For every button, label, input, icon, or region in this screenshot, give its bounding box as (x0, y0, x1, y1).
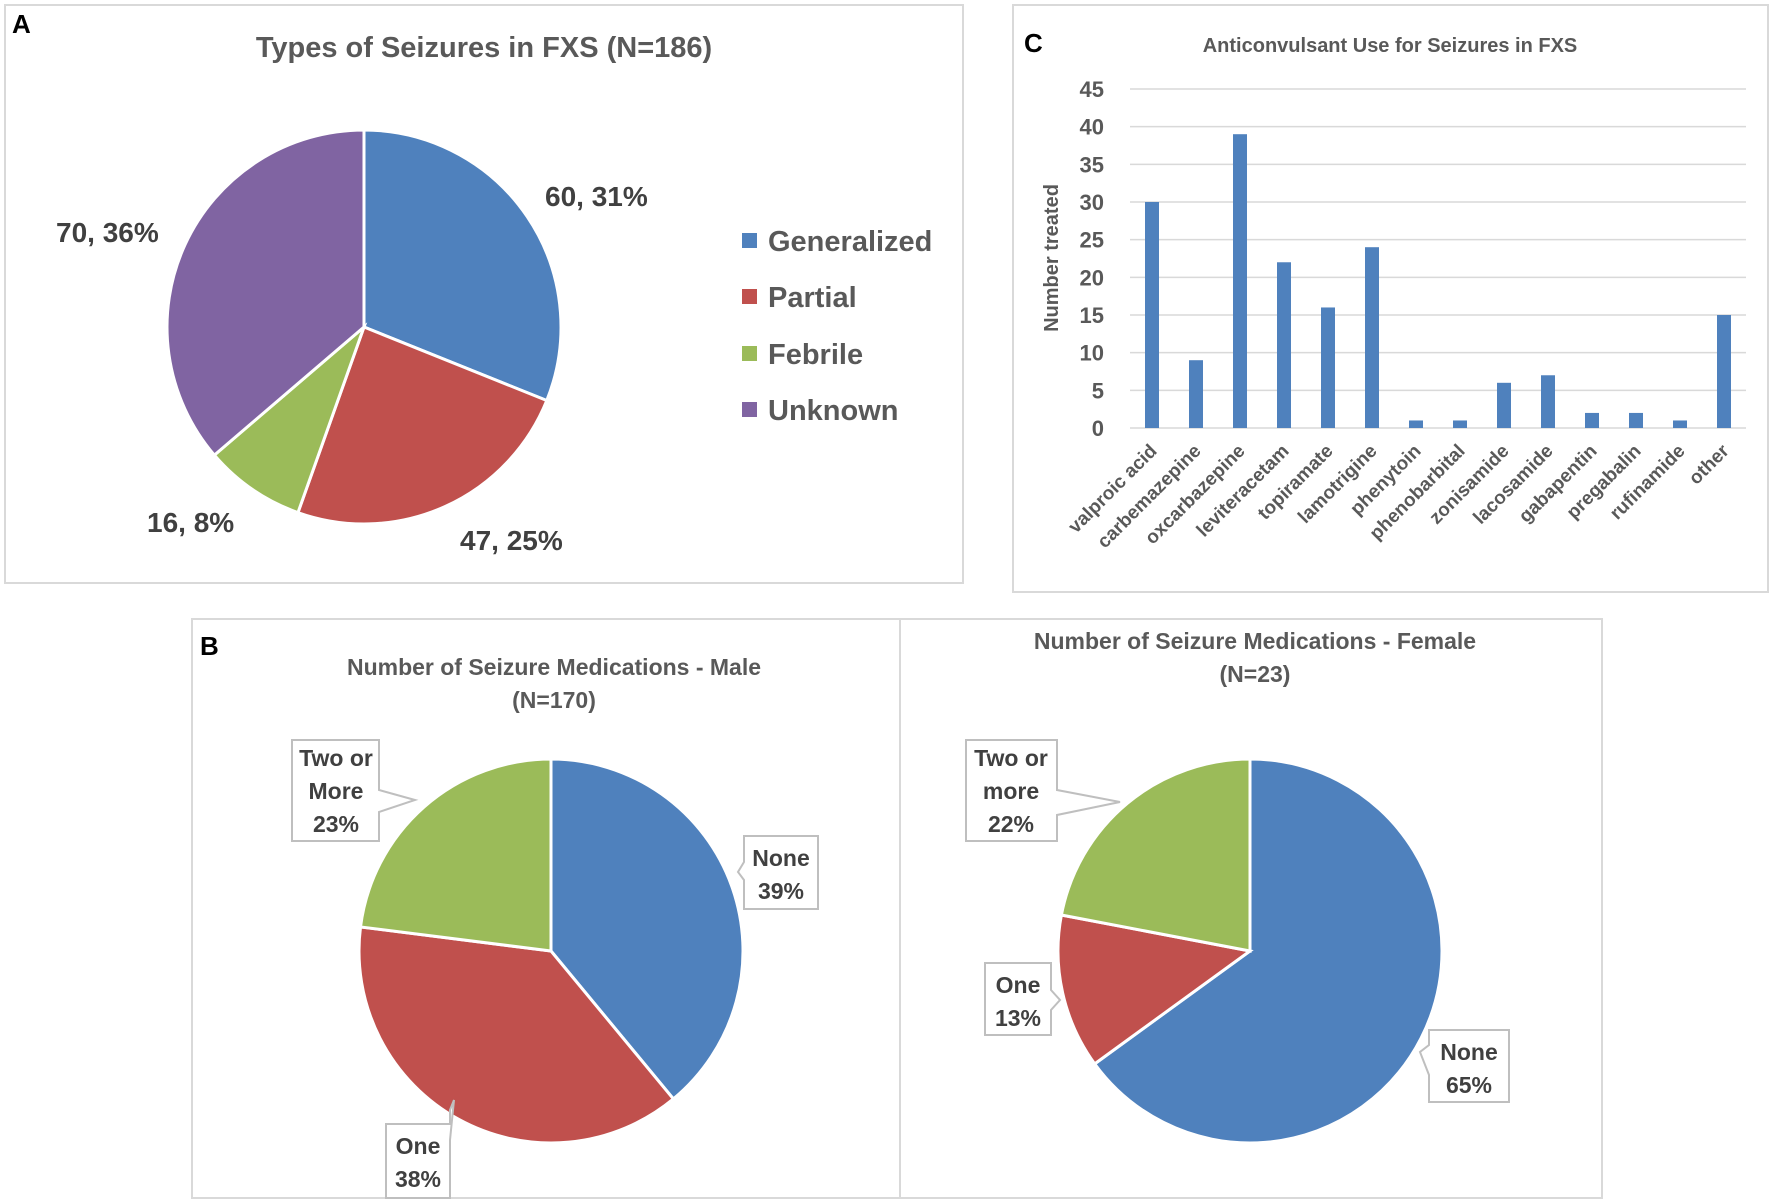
bar-lamotrigine (1365, 247, 1379, 428)
svg-text:None: None (1440, 1039, 1498, 1065)
legend-swatch-febrile (742, 346, 757, 361)
y-tick-label: 40 (1080, 115, 1104, 140)
chart-subtitle-female: (N=23) (1220, 661, 1291, 687)
data-label-unknown: 70, 36% (56, 217, 159, 248)
bar-rufinamide (1673, 420, 1687, 428)
data-label-partial: 47, 25% (460, 525, 563, 556)
legend-swatch-unknown (742, 402, 757, 417)
y-tick-label: 10 (1080, 341, 1104, 366)
bar-valproic-acid (1145, 202, 1159, 428)
svg-text:More: More (309, 778, 364, 804)
pie-female-medications (1056, 757, 1444, 1145)
bar-pregabalin (1629, 412, 1643, 428)
chart-title-c: Anticonvulsant Use for Seizures in FXS (1203, 35, 1578, 57)
svg-text:13%: 13% (995, 1005, 1041, 1031)
svg-text:One: One (996, 972, 1041, 998)
data-label-generalized: 60, 31% (545, 181, 648, 212)
svg-text:None: None (752, 845, 810, 871)
pie-slice-one (357, 925, 676, 1145)
legend-label-generalized: Generalized (768, 226, 932, 258)
y-tick-label: 30 (1080, 190, 1104, 215)
data-label-febrile: 16, 8% (147, 507, 234, 538)
bar-lacosamide (1541, 375, 1555, 428)
y-tick-label: 45 (1080, 77, 1104, 102)
bar-phenobarbital (1453, 420, 1467, 428)
svg-text:Two or: Two or (299, 745, 373, 771)
legend-label-partial: Partial (768, 282, 857, 314)
svg-text:22%: 22% (988, 811, 1034, 837)
svg-text:Two or: Two or (974, 745, 1048, 771)
panel-c: C Anticonvulsant Use for Seizures in FXS… (1012, 4, 1769, 593)
bar-other (1717, 315, 1731, 428)
legend-swatch-partial (742, 289, 757, 304)
y-tick-label: 25 (1080, 228, 1104, 253)
pie-slice-two-or-more (358, 757, 553, 953)
legend-swatch-generalized (742, 233, 757, 248)
svg-text:38%: 38% (395, 1166, 441, 1192)
pie-slice-partial (296, 325, 549, 526)
chart-title-a: Types of Seizures in FXS (N=186) (256, 32, 712, 64)
pie-slice-none (549, 757, 745, 1102)
legend: Generalized Partial Febrile Unknown (742, 226, 932, 427)
y-tick-label: 20 (1080, 265, 1104, 290)
y-tick-label: 0 (1092, 416, 1104, 441)
callout-female-none: None 65% (1418, 1029, 1510, 1103)
callout-male-one: One 38% (385, 1099, 455, 1199)
pie-slice-none (1092, 757, 1444, 1145)
svg-text:39%: 39% (758, 878, 804, 904)
pie-slice-unknown (165, 128, 366, 458)
bar-topiramate (1321, 307, 1335, 428)
panel-letter-c: C (1024, 28, 1043, 58)
legend-label-unknown: Unknown (768, 395, 899, 427)
legend-label-febrile: Febrile (768, 339, 863, 371)
svg-text:One: One (396, 1133, 441, 1159)
bar-zonisamide (1497, 382, 1511, 428)
svg-text:65%: 65% (1446, 1072, 1492, 1098)
callout-female-two-or-more: Two or more 22% (965, 739, 1121, 842)
y-tick-label: 35 (1080, 152, 1104, 177)
callout-male-none: None 39% (736, 835, 819, 910)
panel-letter-b: B (200, 631, 219, 661)
pie-slice-one (1056, 913, 1254, 1066)
panel-c-frame (1012, 4, 1769, 593)
svg-text:23%: 23% (313, 811, 359, 837)
pie-slice-two-or-more (1059, 757, 1252, 953)
panel-b: B Number of Seizure Medications - Male (… (191, 618, 1603, 1199)
panel-letter-a: A (12, 9, 31, 39)
pie-seizure-types (165, 128, 563, 526)
bar-oxcarbazepine (1233, 134, 1247, 428)
y-tick-label: 15 (1080, 303, 1104, 328)
pie-slice-generalized (362, 128, 563, 403)
chart-title-female: Number of Seizure Medications - Female (1034, 628, 1476, 654)
bar-phenytoin (1409, 420, 1423, 428)
pie-male-medications (357, 757, 745, 1145)
panel-a: A Types of Seizures in FXS (N=186) 60, 3… (4, 4, 964, 584)
y-axis-label: Number treated (1041, 184, 1063, 332)
y-tick-label: 5 (1092, 378, 1104, 403)
chart-subtitle-male: (N=170) (512, 687, 596, 713)
pie-slice-febrile (212, 322, 368, 515)
bar-gabapentin (1585, 412, 1599, 428)
callout-male-two-or-more: Two or More 23% (291, 739, 419, 842)
bar-leviteracetam (1277, 262, 1291, 428)
bar-carbemazepine (1189, 360, 1203, 428)
callout-female-one: One 13% (984, 962, 1062, 1036)
svg-text:more: more (983, 778, 1039, 804)
chart-title-male: Number of Seizure Medications - Male (347, 654, 761, 680)
